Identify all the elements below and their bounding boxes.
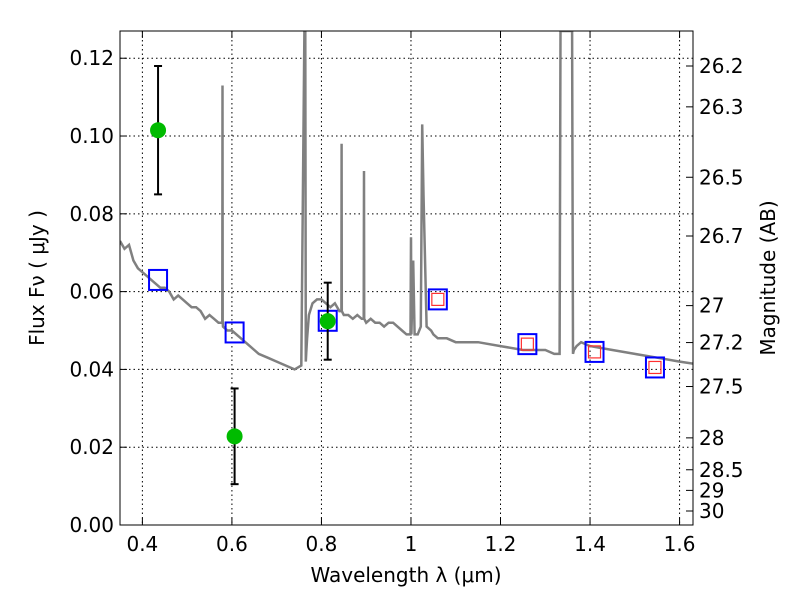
y-tick-label: 0.06 xyxy=(69,280,114,304)
x-tick-label: 0.4 xyxy=(126,532,158,556)
x-tick-label: 1.6 xyxy=(664,532,696,556)
model-photometry-box xyxy=(517,333,538,356)
model-photometry-inner-box xyxy=(648,360,662,375)
x-axis-label: Wavelength λ (μm) xyxy=(310,563,501,587)
observed-points-group xyxy=(150,65,336,486)
observed-point xyxy=(226,428,243,445)
y-tick-label: 0.04 xyxy=(69,357,114,381)
x-tick-label: 0.6 xyxy=(216,532,248,556)
y-tick-label: 0.10 xyxy=(69,124,114,148)
x-tick-label: 1.4 xyxy=(574,532,606,556)
y-tick-label: 0.12 xyxy=(69,46,114,70)
model-photometry-box xyxy=(427,288,448,311)
model-photometry-group xyxy=(148,268,665,379)
y2-tick-label: 27.2 xyxy=(699,331,744,355)
model-photometry-box xyxy=(644,356,665,379)
model-photometry-inner-box xyxy=(520,337,534,351)
observed-point xyxy=(150,122,167,139)
model-photometry-box xyxy=(148,268,169,291)
y2-tick-label: 27 xyxy=(699,294,724,318)
x-axis: 0.4 0.6 0.8 1 1.2 1.4 1.6 xyxy=(126,31,695,556)
y-tick-label: 0.08 xyxy=(69,202,114,226)
y-axis: 0.00 0.02 0.04 0.06 0.08 0.10 0.12 xyxy=(69,46,127,537)
y-tick-label: 0.00 xyxy=(69,513,114,537)
y2-tick-label: 27.5 xyxy=(699,375,744,399)
y-axis-label: Flux Fν ( μJy ) xyxy=(25,210,49,346)
y2-tick-label: 26.7 xyxy=(699,224,744,248)
plot-area xyxy=(120,31,693,486)
y2-axis-label: Magnitude (AB) xyxy=(756,200,780,355)
y2-tick-label: 28.5 xyxy=(699,458,744,482)
model-photometry-box xyxy=(584,340,605,363)
model-photometry-inner-box xyxy=(587,345,602,359)
x-tick-label: 0.8 xyxy=(306,532,338,556)
plot-frame xyxy=(119,30,694,526)
model-photometry-box xyxy=(224,321,245,344)
y2-tick-label: 26.2 xyxy=(699,54,744,78)
y2-tick-label: 29 xyxy=(699,478,724,502)
model-photometry-inner-box xyxy=(431,292,445,306)
x-tick-label: 1.2 xyxy=(485,532,517,556)
y2-tick-label: 26.3 xyxy=(699,95,744,119)
x-tick-label: 1 xyxy=(405,532,418,556)
y-tick-label: 0.02 xyxy=(69,435,114,459)
y2-tick-label: 28 xyxy=(699,426,724,450)
observed-point xyxy=(319,313,336,330)
y2-tick-label: 26.5 xyxy=(699,165,744,189)
y2-tick-label: 30 xyxy=(699,499,724,523)
